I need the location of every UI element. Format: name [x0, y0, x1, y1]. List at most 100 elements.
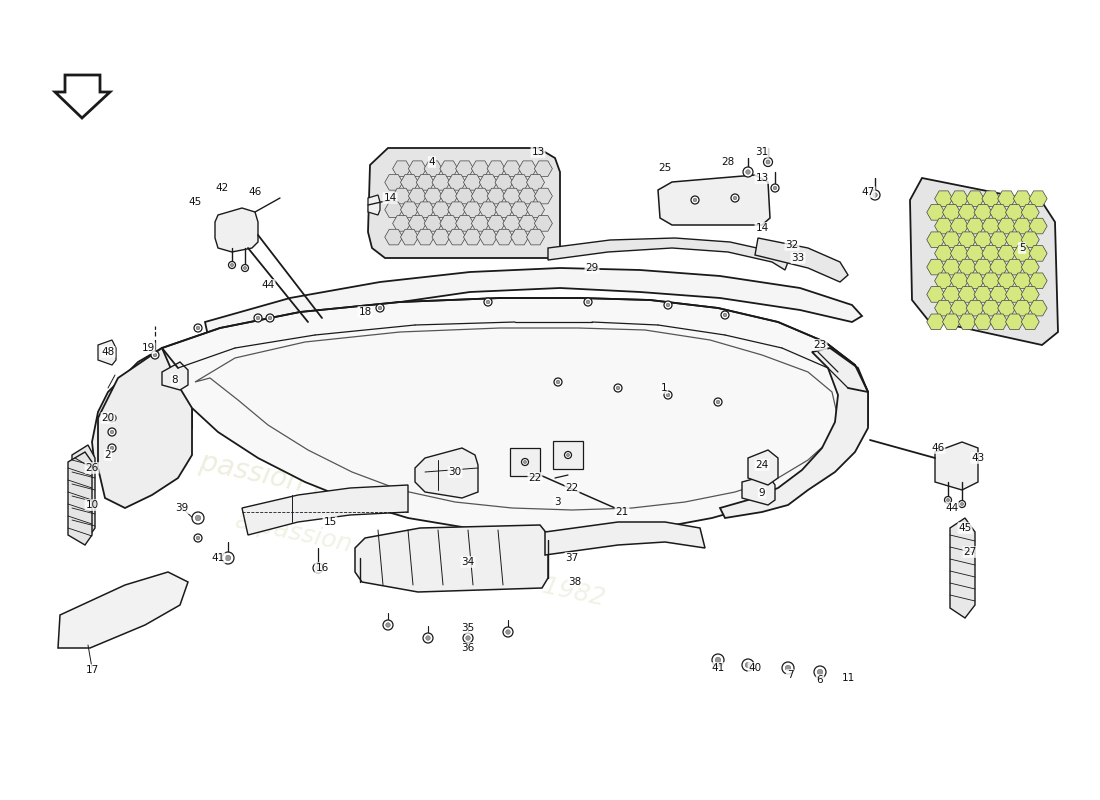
- Text: 27: 27: [964, 547, 977, 557]
- Polygon shape: [926, 314, 945, 330]
- Circle shape: [614, 384, 622, 392]
- Text: 7: 7: [786, 670, 793, 680]
- Polygon shape: [1021, 314, 1040, 330]
- Circle shape: [196, 536, 200, 540]
- Circle shape: [566, 454, 570, 457]
- Circle shape: [110, 446, 113, 450]
- Polygon shape: [982, 218, 1000, 234]
- Polygon shape: [58, 572, 188, 648]
- Text: 48: 48: [101, 347, 114, 357]
- Text: 44: 44: [262, 280, 275, 290]
- Polygon shape: [1005, 314, 1023, 330]
- Text: 19: 19: [142, 343, 155, 353]
- Polygon shape: [926, 232, 945, 247]
- Text: 42: 42: [216, 183, 229, 193]
- Polygon shape: [68, 452, 92, 545]
- Circle shape: [229, 262, 235, 269]
- Circle shape: [554, 378, 562, 386]
- Circle shape: [723, 313, 727, 317]
- Polygon shape: [1030, 218, 1047, 234]
- Text: 10: 10: [86, 500, 99, 510]
- Text: 11: 11: [842, 673, 855, 683]
- Polygon shape: [440, 216, 458, 231]
- Polygon shape: [998, 273, 1015, 289]
- Text: 5: 5: [1019, 243, 1025, 253]
- Text: 9: 9: [759, 488, 766, 498]
- Text: 36: 36: [461, 643, 474, 653]
- Text: 34: 34: [461, 557, 474, 567]
- Polygon shape: [1021, 259, 1040, 275]
- Polygon shape: [1005, 205, 1023, 220]
- Circle shape: [383, 620, 393, 630]
- Circle shape: [484, 298, 492, 306]
- Polygon shape: [472, 216, 490, 231]
- Polygon shape: [966, 191, 984, 206]
- Polygon shape: [432, 174, 450, 190]
- Circle shape: [268, 316, 272, 320]
- Circle shape: [667, 393, 670, 397]
- Polygon shape: [982, 191, 1000, 206]
- Polygon shape: [553, 441, 583, 469]
- Polygon shape: [966, 300, 984, 316]
- Polygon shape: [998, 218, 1015, 234]
- Polygon shape: [527, 202, 544, 218]
- Polygon shape: [487, 161, 505, 177]
- Circle shape: [108, 444, 115, 452]
- Circle shape: [564, 451, 572, 458]
- Circle shape: [424, 633, 433, 643]
- Text: 32: 32: [785, 240, 799, 250]
- Text: 44: 44: [945, 503, 958, 513]
- Circle shape: [486, 300, 490, 304]
- Text: 20: 20: [101, 413, 114, 423]
- Polygon shape: [527, 230, 544, 245]
- Circle shape: [108, 414, 115, 422]
- Circle shape: [110, 430, 113, 434]
- Polygon shape: [1021, 205, 1040, 220]
- Polygon shape: [974, 232, 992, 247]
- Polygon shape: [425, 161, 442, 177]
- Polygon shape: [385, 202, 403, 218]
- Circle shape: [316, 566, 320, 570]
- Polygon shape: [72, 445, 95, 538]
- Polygon shape: [472, 161, 490, 177]
- Polygon shape: [503, 188, 521, 204]
- Polygon shape: [510, 174, 529, 190]
- Polygon shape: [982, 300, 1000, 316]
- Circle shape: [817, 670, 823, 674]
- Polygon shape: [755, 238, 848, 282]
- Circle shape: [712, 654, 724, 666]
- Polygon shape: [990, 232, 1008, 247]
- Polygon shape: [950, 191, 968, 206]
- Circle shape: [426, 636, 430, 640]
- Text: 33: 33: [791, 253, 804, 263]
- Polygon shape: [1030, 273, 1047, 289]
- Text: 47: 47: [861, 187, 875, 197]
- Polygon shape: [935, 273, 953, 289]
- Text: 13: 13: [531, 147, 544, 157]
- Polygon shape: [974, 205, 992, 220]
- Text: 25: 25: [659, 163, 672, 173]
- Polygon shape: [527, 174, 544, 190]
- Polygon shape: [535, 216, 552, 231]
- Text: 40: 40: [748, 663, 761, 673]
- Text: 1: 1: [661, 383, 668, 393]
- Polygon shape: [990, 259, 1008, 275]
- Polygon shape: [950, 300, 968, 316]
- Polygon shape: [480, 202, 497, 218]
- Circle shape: [691, 196, 698, 204]
- Circle shape: [693, 198, 696, 202]
- Circle shape: [584, 298, 592, 306]
- Circle shape: [194, 324, 202, 332]
- Polygon shape: [408, 161, 427, 177]
- Circle shape: [746, 662, 750, 668]
- Text: 22: 22: [528, 473, 541, 483]
- Circle shape: [463, 633, 473, 643]
- Polygon shape: [943, 314, 960, 330]
- Polygon shape: [415, 448, 478, 498]
- Text: 17: 17: [86, 665, 99, 675]
- Circle shape: [256, 316, 260, 320]
- Text: 43: 43: [971, 453, 984, 463]
- Circle shape: [870, 190, 880, 200]
- Circle shape: [720, 311, 729, 319]
- Text: 41: 41: [211, 553, 224, 563]
